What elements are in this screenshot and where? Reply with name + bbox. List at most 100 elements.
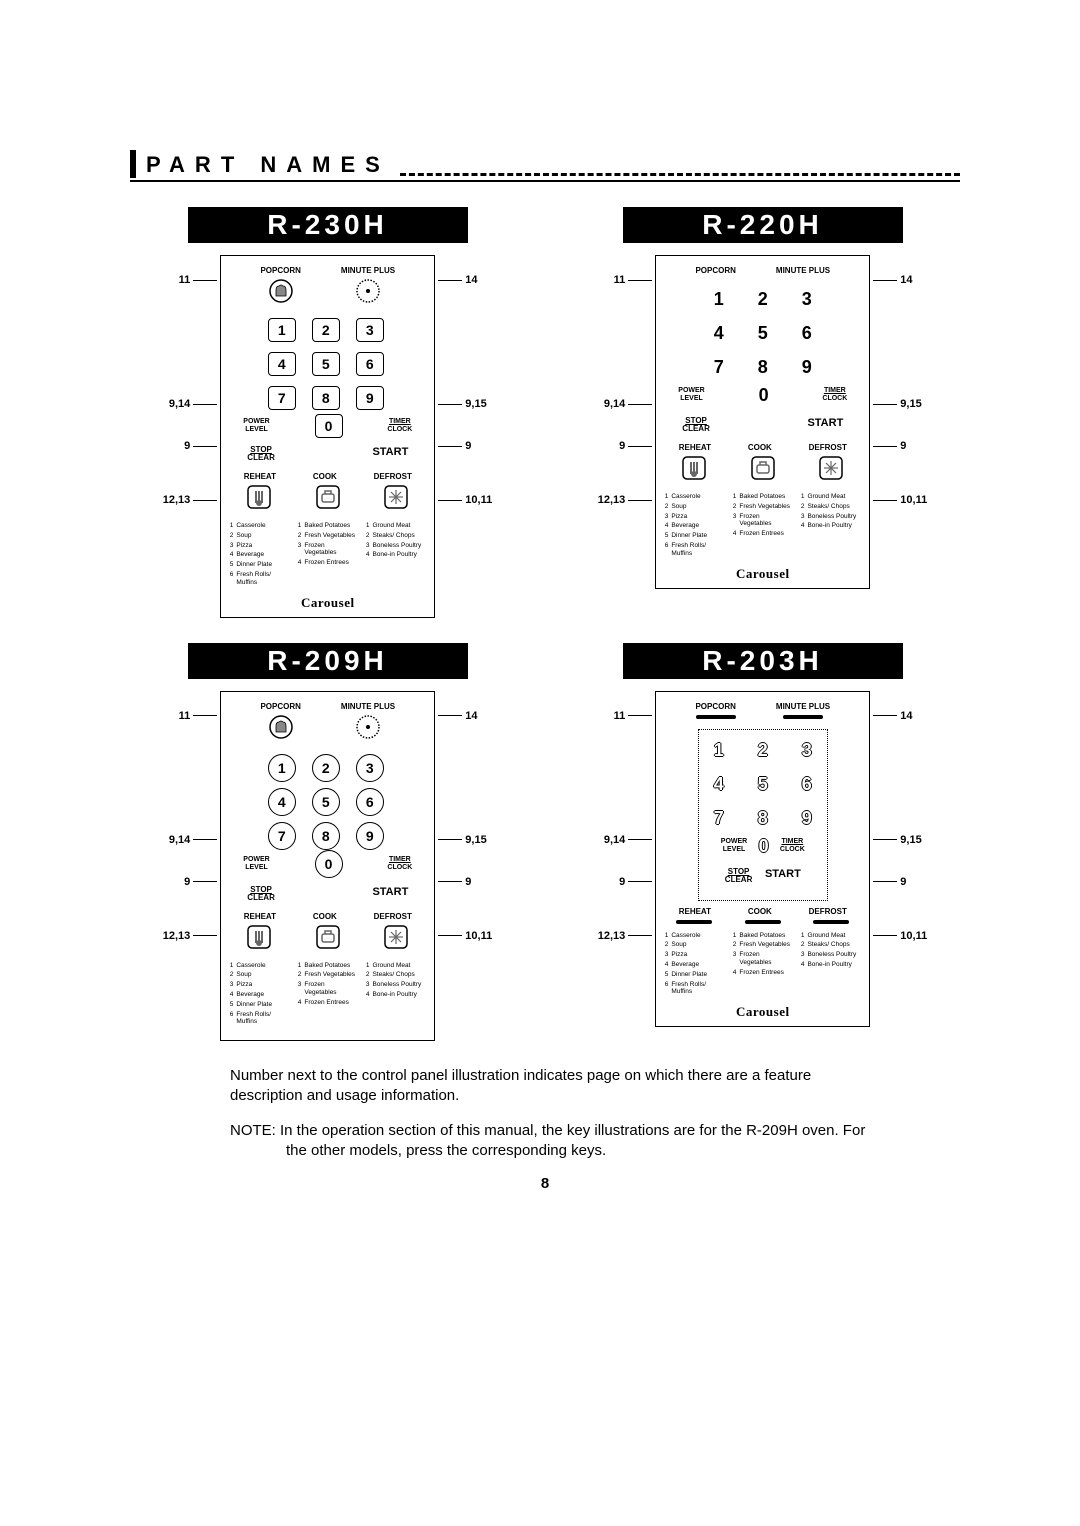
- digit-6[interactable]: 6: [791, 770, 823, 798]
- digit-5[interactable]: 5: [747, 319, 779, 347]
- digit-3[interactable]: 3: [791, 285, 823, 313]
- cook-icon[interactable]: [751, 456, 775, 485]
- power-level-label[interactable]: POWERLEVEL: [243, 856, 269, 871]
- menu-item: 1Ground Meat: [801, 493, 861, 501]
- digit-6[interactable]: 6: [356, 788, 384, 816]
- menu-item: 4Beverage: [665, 522, 725, 530]
- start-button[interactable]: START: [765, 868, 801, 884]
- reheat-label: REHEAT: [679, 443, 711, 452]
- popcorn-icon[interactable]: [269, 715, 293, 744]
- digit-9[interactable]: 9: [791, 353, 823, 381]
- callout: 9,14: [169, 833, 220, 847]
- power-level-label[interactable]: POWERLEVEL: [721, 838, 747, 853]
- digit-0[interactable]: 0: [759, 381, 769, 409]
- model-title: R-203H: [623, 643, 903, 679]
- start-button[interactable]: START: [807, 417, 843, 433]
- reheat-icon[interactable]: [247, 925, 271, 954]
- defrost-label: DEFROST: [374, 912, 412, 921]
- digit-4[interactable]: 4: [703, 770, 735, 798]
- digit-5[interactable]: 5: [312, 352, 340, 376]
- callout: 14: [435, 273, 477, 287]
- callout: 9: [435, 439, 471, 453]
- minute-plus-icon[interactable]: [356, 715, 380, 744]
- digit-7[interactable]: 7: [703, 804, 735, 832]
- defrost-button[interactable]: [813, 920, 849, 924]
- popcorn-label: POPCORN: [260, 702, 300, 711]
- cook-icon[interactable]: [316, 925, 340, 954]
- popcorn-button[interactable]: [696, 715, 736, 719]
- timer-clock-label[interactable]: TIMERCLOCK: [780, 838, 805, 853]
- digit-8[interactable]: 8: [747, 804, 779, 832]
- power-level-label[interactable]: POWERLEVEL: [243, 418, 269, 433]
- digit-0[interactable]: 0: [315, 414, 343, 438]
- digit-1[interactable]: 1: [268, 754, 296, 782]
- digit-8[interactable]: 8: [747, 353, 779, 381]
- stop-clear-button[interactable]: STOPCLEAR: [682, 417, 710, 433]
- digit-3[interactable]: 3: [791, 736, 823, 764]
- menu-item: 1Ground Meat: [801, 932, 861, 940]
- digit-1[interactable]: 1: [703, 285, 735, 313]
- minute-plus-label: MINUTE PLUS: [341, 702, 395, 711]
- digit-4[interactable]: 4: [268, 352, 296, 376]
- digit-3[interactable]: 3: [356, 318, 384, 342]
- menu-item: 5Dinner Plate: [230, 1001, 290, 1009]
- cook-button[interactable]: [745, 920, 781, 924]
- digit-5[interactable]: 5: [747, 770, 779, 798]
- menu-item: 4Bone-in Poultry: [366, 991, 426, 999]
- menu-item: 2Fresh Vegetables: [298, 532, 358, 540]
- digit-2[interactable]: 2: [312, 318, 340, 342]
- digit-6[interactable]: 6: [791, 319, 823, 347]
- digit-3[interactable]: 3: [356, 754, 384, 782]
- defrost-icon[interactable]: [819, 456, 843, 485]
- digit-0[interactable]: 0: [315, 850, 343, 878]
- menu-item: 4Frozen Entrees: [298, 559, 358, 567]
- minute-plus-icon[interactable]: [356, 279, 380, 308]
- reheat-button[interactable]: [676, 920, 712, 924]
- digit-8[interactable]: 8: [312, 386, 340, 410]
- callout: 9: [619, 439, 655, 453]
- minute-plus-label: MINUTE PLUS: [776, 266, 830, 275]
- digit-2[interactable]: 2: [747, 285, 779, 313]
- digit-9[interactable]: 9: [791, 804, 823, 832]
- stop-clear-button[interactable]: STOPCLEAR: [247, 886, 275, 902]
- digit-7[interactable]: 7: [268, 386, 296, 410]
- stop-clear-button[interactable]: STOPCLEAR: [247, 446, 275, 462]
- digit-9[interactable]: 9: [356, 386, 384, 410]
- power-level-label[interactable]: POWERLEVEL: [678, 387, 704, 402]
- reheat-icon[interactable]: [247, 485, 271, 514]
- digit-4[interactable]: 4: [268, 788, 296, 816]
- model-title: R-230H: [188, 207, 468, 243]
- menu-item: 6Fresh Rolls/ Muffins: [665, 542, 725, 558]
- digit-5[interactable]: 5: [312, 788, 340, 816]
- digit-9[interactable]: 9: [356, 822, 384, 850]
- menu-item: 3Frozen Vegetables: [298, 542, 358, 558]
- callout: 9,15: [870, 833, 921, 847]
- popcorn-icon[interactable]: [269, 279, 293, 308]
- digit-2[interactable]: 2: [747, 736, 779, 764]
- timer-clock-label[interactable]: TIMERCLOCK: [387, 418, 412, 433]
- start-button[interactable]: START: [372, 446, 408, 462]
- menu-item: 1Casserole: [665, 932, 725, 940]
- start-button[interactable]: START: [372, 886, 408, 902]
- stop-clear-button[interactable]: STOPCLEAR: [725, 868, 753, 884]
- defrost-icon[interactable]: [384, 925, 408, 954]
- digit-1[interactable]: 1: [703, 736, 735, 764]
- digit-0[interactable]: 0: [759, 832, 769, 860]
- menu-item: 5Dinner Plate: [230, 561, 290, 569]
- timer-clock-label[interactable]: TIMERCLOCK: [822, 387, 847, 402]
- menu-item: 2Steaks/ Chops: [801, 941, 861, 949]
- digit-4[interactable]: 4: [703, 319, 735, 347]
- digit-2[interactable]: 2: [312, 754, 340, 782]
- defrost-icon[interactable]: [384, 485, 408, 514]
- digit-8[interactable]: 8: [312, 822, 340, 850]
- menu-item: 5Dinner Plate: [665, 971, 725, 979]
- digit-7[interactable]: 7: [703, 353, 735, 381]
- reheat-icon[interactable]: [682, 456, 706, 485]
- callout: 12,13: [163, 493, 221, 507]
- timer-clock-label[interactable]: TIMERCLOCK: [387, 856, 412, 871]
- digit-6[interactable]: 6: [356, 352, 384, 376]
- digit-7[interactable]: 7: [268, 822, 296, 850]
- minute-plus-button[interactable]: [783, 715, 823, 719]
- cook-icon[interactable]: [316, 485, 340, 514]
- digit-1[interactable]: 1: [268, 318, 296, 342]
